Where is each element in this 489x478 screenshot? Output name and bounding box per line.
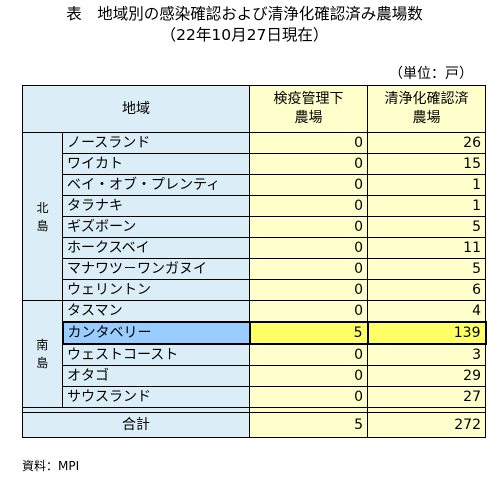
table-row: タラナキ 0 1: [23, 195, 486, 217]
header-cleared: 清浄化確認済 農場: [367, 85, 486, 133]
cleared-count: 15: [367, 153, 486, 175]
south-label-char2: 島: [36, 356, 49, 370]
quarantine-count: 0: [249, 343, 368, 366]
north-label-char1: 北: [36, 200, 49, 215]
cleared-count: 4: [367, 300, 486, 323]
quarantine-count: 0: [249, 300, 368, 323]
region-name: ウェストコースト: [62, 343, 250, 366]
table-row: 南島 タスマン 0 4: [22, 300, 486, 408]
south-label-char1: 南: [36, 338, 49, 352]
quarantine-count: 0: [249, 237, 368, 259]
total-label: 合計: [22, 412, 250, 438]
table-row: ギズボーン 0 5: [23, 216, 486, 238]
table-row: ホークスベイ 0 11: [23, 237, 486, 259]
total-quarantine: 5: [249, 412, 368, 438]
quarantine-count[interactable]: 5: [248, 321, 369, 345]
header-quarantine-line1: 検疫管理下: [273, 91, 344, 107]
header-region: 地域: [22, 85, 250, 133]
table-row: ワイカト 0 15: [23, 153, 486, 175]
region-name: タスマン: [62, 300, 250, 323]
cleared-count: 5: [367, 258, 486, 280]
north-island-label: 北島: [22, 132, 63, 301]
table-row: 北島 ノースランド 0 26: [22, 132, 486, 301]
unit-label: （単位：戸）: [389, 66, 473, 82]
cleared-count: 1: [367, 174, 486, 196]
cleared-count: 11: [367, 237, 486, 259]
table-row-selected[interactable]: カンタベリー 5 139: [23, 321, 487, 345]
region-name: ベイ・オブ・プレンティ: [62, 174, 250, 196]
region-name: オタゴ: [62, 365, 250, 387]
quarantine-count: 0: [249, 174, 368, 196]
header-quarantine: 検疫管理下 農場: [249, 85, 368, 133]
header-row: 地域 検疫管理下 農場 清浄化確認済 農場: [22, 85, 486, 133]
quarantine-count: 0: [249, 153, 368, 175]
cleared-count: 6: [367, 279, 486, 301]
table-row: ウェストコースト 0 3: [23, 343, 486, 366]
quarantine-count: 0: [249, 216, 368, 238]
cleared-count: 1: [367, 195, 486, 217]
source-note: 資料：MPI: [22, 459, 80, 473]
quarantine-count: 0: [249, 195, 368, 217]
table-row: ベイ・オブ・プレンティ 0 1: [23, 174, 486, 196]
farm-count-table: 地域 検疫管理下 農場 清浄化確認済 農場 北島 ノースランド 0 26 ワイカト …: [22, 85, 487, 438]
region-name: ウェリントン: [62, 279, 250, 301]
cleared-count: 27: [367, 386, 486, 408]
header-quarantine-line2: 農場: [294, 110, 323, 126]
cleared-count[interactable]: 139: [366, 321, 487, 345]
header-cleared-line1: 清浄化確認済: [384, 91, 469, 107]
south-island-label: 南島: [22, 300, 63, 408]
table-row: マナワツ－ワンガヌイ 0 5: [23, 258, 486, 280]
table-row: ウェリントン 0 6: [23, 279, 486, 301]
region-name: ノースランド: [62, 132, 250, 154]
region-name: ワイカト: [62, 153, 250, 175]
region-name: ホークスベイ: [62, 237, 250, 259]
quarantine-count: 0: [249, 386, 368, 408]
region-name: マナワツ－ワンガヌイ: [62, 258, 250, 280]
north-label-char2: 島: [36, 218, 49, 233]
region-name: ギズボーン: [62, 216, 250, 238]
region-name: サウスランド: [62, 386, 250, 408]
cleared-count: 29: [367, 365, 486, 387]
total-row: 合計 5 272: [22, 412, 486, 438]
region-name: タラナキ: [62, 195, 250, 217]
table-date: （22年10月27日現在）: [160, 26, 329, 44]
total-cleared: 272: [367, 412, 486, 438]
region-name[interactable]: カンタベリー: [61, 321, 251, 345]
quarantine-count: 0: [249, 132, 368, 154]
quarantine-count: 0: [249, 279, 368, 301]
cleared-count: 5: [367, 216, 486, 238]
cleared-count: 3: [367, 343, 486, 366]
table-title: 表 地域別の感染確認および清浄化確認済み農場数: [66, 5, 423, 23]
quarantine-count: 0: [249, 365, 368, 387]
header-cleared-line2: 農場: [412, 110, 441, 126]
table-row: オタゴ 0 29: [23, 365, 486, 387]
table-row: サウスランド 0 27: [23, 386, 486, 408]
cleared-count: 26: [367, 132, 486, 154]
quarantine-count: 0: [249, 258, 368, 280]
